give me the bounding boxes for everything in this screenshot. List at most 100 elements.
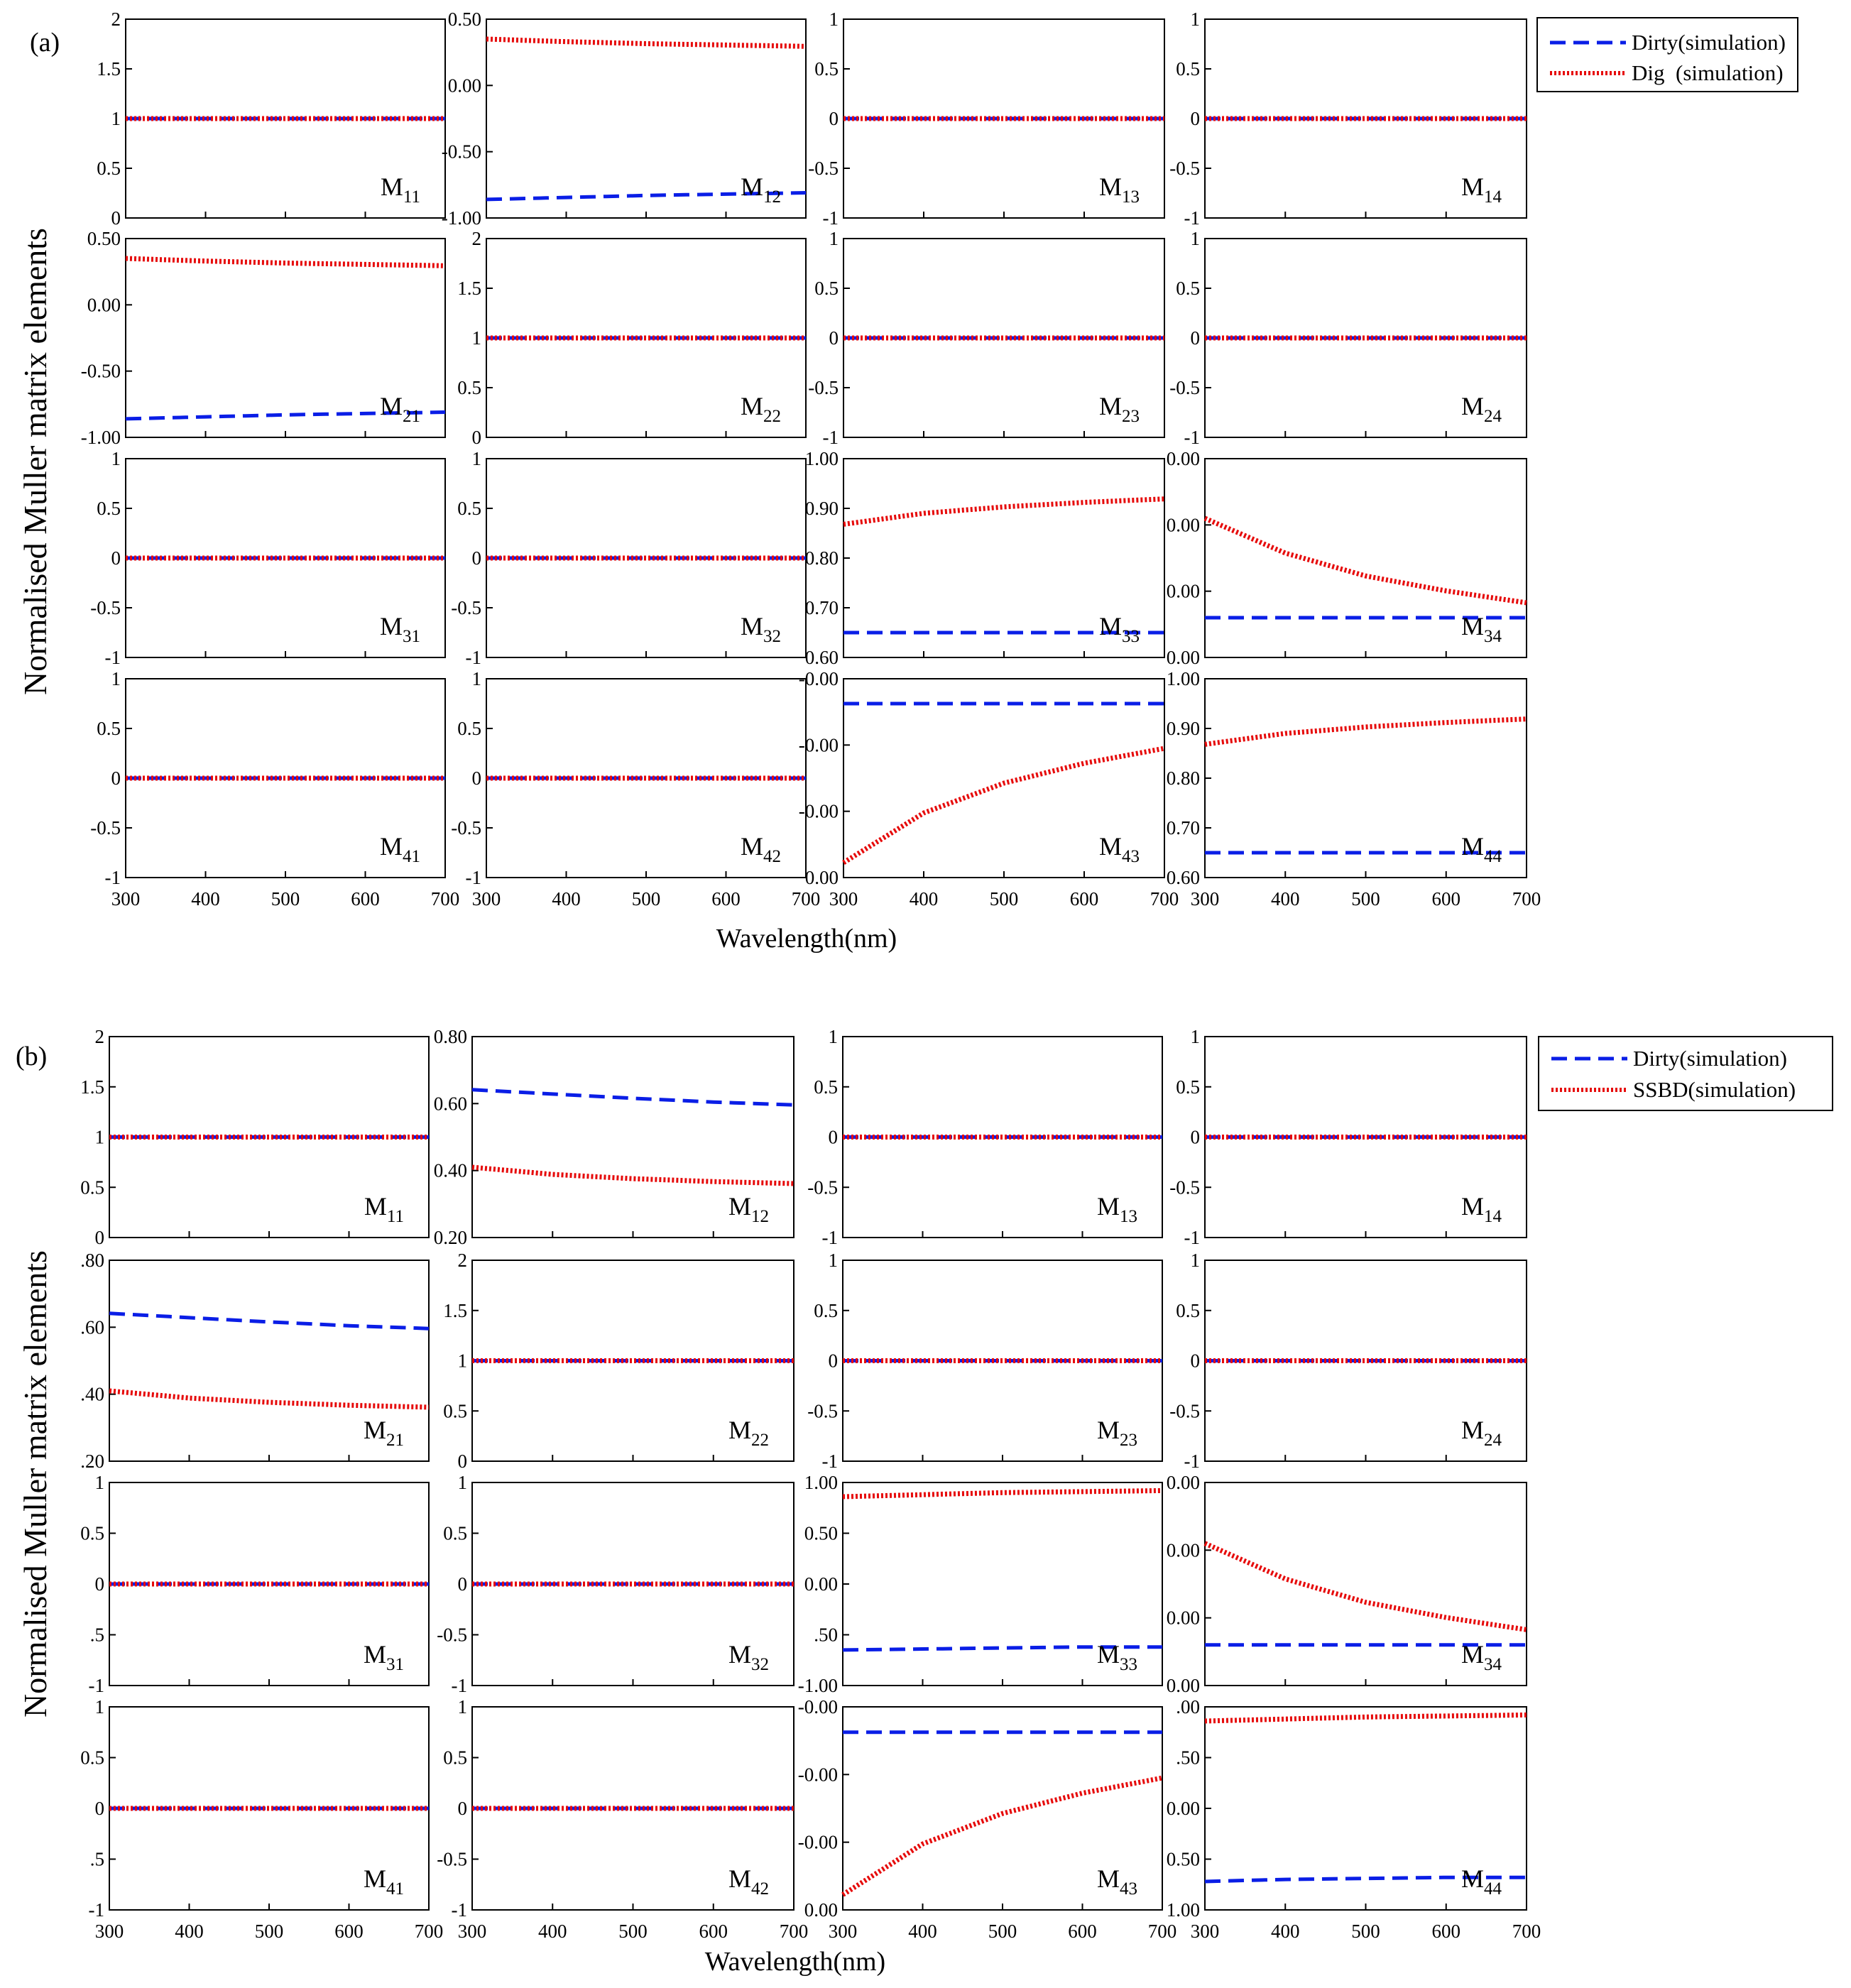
subplot-b-m43: 0.00 -0.00 -0.00 -0.00 300 400 500 600 700 M43 bbox=[798, 1696, 1177, 1942]
y-tick-label: 1 bbox=[458, 1350, 468, 1372]
subplot-axes-frame bbox=[843, 678, 1165, 878]
x-tick-label: 400 bbox=[910, 888, 939, 910]
element-label-m12: M12 bbox=[728, 1192, 769, 1226]
element-label-m22: M22 bbox=[728, 1416, 769, 1450]
y-tick-label: 0.00 bbox=[1167, 514, 1200, 535]
y-tick-label: -0.00 bbox=[798, 1696, 838, 1717]
y-tick-label: 0.00 bbox=[1167, 448, 1200, 469]
subplot-a-m34: 0.00 0.00 0.00 0.00 M34 bbox=[1167, 448, 1527, 668]
element-label-m42: M42 bbox=[728, 1864, 769, 1899]
element-label-m32: M32 bbox=[741, 612, 781, 646]
element-label-m42: M42 bbox=[741, 832, 781, 866]
y-tick-label: 0.5 bbox=[97, 498, 121, 519]
series-dirty-line bbox=[471, 1088, 795, 1107]
y-tick-label: 0 bbox=[1191, 327, 1201, 349]
element-label-m12: M12 bbox=[741, 173, 781, 207]
x-tick-label: 300 bbox=[95, 1921, 124, 1942]
y-tick-label: 0.00 bbox=[805, 867, 839, 888]
y-tick-label: 1.5 bbox=[80, 1076, 104, 1098]
subplot-a-m31: -1 -0.5 0 0.5 1 M31 bbox=[90, 448, 446, 668]
y-tick-label: -1 bbox=[1184, 427, 1201, 448]
x-tick-label: 300 bbox=[829, 888, 858, 910]
y-axis-label-a: Normalised Muller matrix elements bbox=[17, 228, 53, 695]
element-label-m11: M11 bbox=[381, 173, 420, 207]
subplot-a-m23: -1 -0.5 0 0.5 1 M23 bbox=[808, 228, 1165, 448]
y-tick-label: -0.5 bbox=[437, 1849, 467, 1870]
y-tick-label: 0 bbox=[95, 1227, 105, 1248]
y-tick-label: 1 bbox=[458, 1472, 468, 1493]
y-tick-label: 0.00 bbox=[1167, 1675, 1200, 1696]
y-tick-label: -1 bbox=[823, 207, 839, 229]
y-tick-label: 0 bbox=[95, 1573, 105, 1595]
x-tick-label: 500 bbox=[271, 888, 300, 910]
subplot-axes-frame bbox=[843, 458, 1165, 658]
y-tick-label: 0.50 bbox=[87, 228, 121, 249]
panel-b: 00.511.52M110.200.400.600.80M12-1-0.500.… bbox=[80, 1026, 1541, 1942]
y-tick-label: 0.60 bbox=[805, 647, 839, 668]
x-tick-label: 500 bbox=[618, 1921, 648, 1942]
element-label-m21: M21 bbox=[380, 392, 420, 426]
y-tick-label: 1 bbox=[829, 228, 839, 249]
y-tick-label: 0.00 bbox=[804, 1899, 838, 1921]
y-tick-label: -1 bbox=[822, 1451, 839, 1472]
subplot-b-m41: -1 .5 0 0.5 1 300 400 500 600 700 M41 bbox=[80, 1696, 443, 1942]
y-tick-label: .5 bbox=[90, 1849, 104, 1870]
y-tick-label: 2 bbox=[458, 1250, 468, 1271]
legend-b-ssbd-label: SSBD(simulation) bbox=[1633, 1077, 1796, 1102]
x-axis-label-b: Wavelength(nm) bbox=[705, 1947, 885, 1977]
y-tick-label: -0.5 bbox=[90, 817, 121, 839]
y-tick-label: 1 bbox=[829, 1026, 839, 1047]
y-tick-label: 0.00 bbox=[1167, 1798, 1200, 1819]
x-tick-label: 600 bbox=[1068, 1921, 1097, 1942]
y-tick-label: -1 bbox=[452, 1675, 468, 1696]
subplot-b-m14: -1 -0.5 0 0.5 1 M14 bbox=[1169, 1026, 1527, 1248]
y-tick-label: 0.90 bbox=[1167, 718, 1200, 739]
y-tick-label: 0.5 bbox=[1176, 278, 1200, 299]
y-tick-label: 0.5 bbox=[814, 1076, 838, 1098]
y-tick-label: 0.5 bbox=[814, 278, 839, 299]
y-tick-label: 1 bbox=[1191, 1026, 1201, 1047]
subplot-axes-frame bbox=[471, 1036, 795, 1238]
element-label-m43: M43 bbox=[1097, 1864, 1137, 1899]
subplot-axes-frame bbox=[1204, 678, 1527, 878]
element-label-m22: M22 bbox=[741, 392, 781, 426]
subplot-axes-frame bbox=[125, 238, 446, 438]
y-tick-label: -0.5 bbox=[1169, 1400, 1200, 1421]
x-tick-label: 400 bbox=[175, 1921, 204, 1942]
y-tick-label: 0.00 bbox=[1167, 581, 1200, 602]
legend-a: Dirty(simulation) Dig (simulation) bbox=[1536, 17, 1798, 92]
y-tick-label: 0.5 bbox=[457, 377, 481, 398]
x-tick-label: 400 bbox=[1271, 1921, 1300, 1942]
element-label-m44: M44 bbox=[1461, 1864, 1502, 1899]
series-dirty-line bbox=[109, 1311, 430, 1331]
x-tick-label: 500 bbox=[632, 888, 661, 910]
y-tick-label: 1 bbox=[472, 668, 482, 689]
y-tick-label: 1 bbox=[1191, 228, 1201, 249]
element-label-m41: M41 bbox=[380, 832, 420, 866]
y-tick-label: 0.50 bbox=[1167, 1849, 1200, 1870]
subplot-a-m33: 0.60 0.70 0.80 0.90 1.00 M33 bbox=[805, 448, 1165, 668]
y-tick-label: 0.5 bbox=[97, 158, 121, 179]
subplot-b-m33: -1.00 .50 0.00 0.50 1.00 M33 bbox=[798, 1472, 1163, 1696]
y-tick-label: .60 bbox=[80, 1316, 104, 1338]
subplot-b-m24: -1 -0.5 0 0.5 1 M24 bbox=[1169, 1250, 1527, 1472]
y-tick-label: -1 bbox=[1184, 1451, 1201, 1472]
y-tick-label: 0.5 bbox=[814, 58, 839, 80]
y-tick-label: 1 bbox=[95, 1127, 105, 1148]
y-tick-label: 0.80 bbox=[434, 1026, 467, 1047]
x-tick-label: 600 bbox=[334, 1921, 364, 1942]
x-tick-label: 700 bbox=[1512, 888, 1541, 910]
y-tick-label: -0.5 bbox=[1169, 377, 1200, 398]
subplot-b-m42: -1 -0.5 0 0.5 1 300 400 500 600 700 M42 bbox=[437, 1696, 808, 1942]
element-label-m34: M34 bbox=[1461, 1640, 1502, 1674]
y-tick-label: 0.90 bbox=[805, 498, 839, 519]
x-tick-label: 300 bbox=[111, 888, 141, 910]
y-tick-label: 0 bbox=[458, 1451, 468, 1472]
y-tick-label: -0.50 bbox=[442, 141, 481, 163]
y-tick-label: 0.60 bbox=[1167, 867, 1200, 888]
subplot-axes-frame bbox=[842, 1706, 1163, 1911]
y-tick-label: 2 bbox=[472, 228, 482, 249]
y-tick-label: 0.5 bbox=[80, 1747, 104, 1769]
series-comparison-line bbox=[1203, 515, 1527, 606]
y-tick-label: 1 bbox=[472, 327, 482, 349]
